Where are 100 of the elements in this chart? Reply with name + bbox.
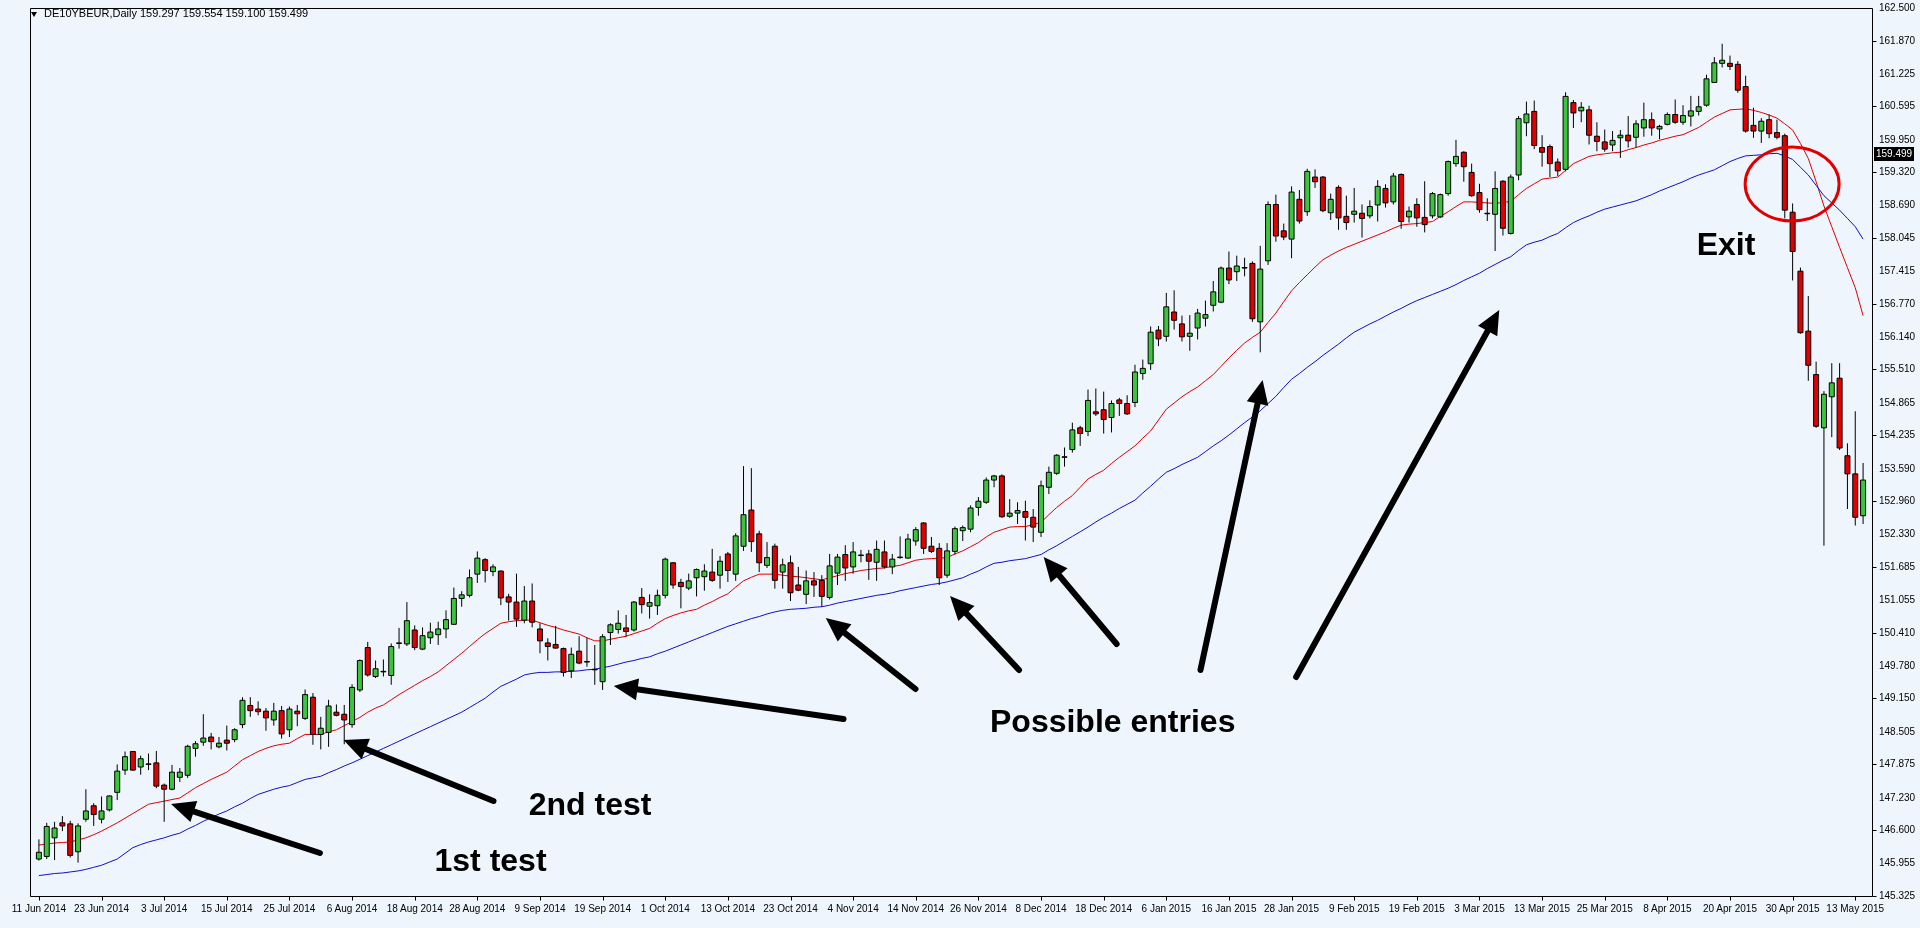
candlestick [302,688,309,721]
y-tick-label: 152.330 [1879,527,1916,539]
candlestick [1539,134,1546,168]
annotation: Possible entries [990,703,1236,739]
y-tick-label: 146.600 [1879,824,1916,836]
candlestick [1726,55,1733,71]
x-tick-label: 19 Sep 2014 [574,903,632,914]
candlestick [576,635,583,665]
x-tick-label: 13 Mar 2015 [1514,903,1571,914]
candlestick [951,526,958,555]
x-tick-label: 13 May 2015 [1826,903,1885,914]
candlestick [1695,95,1702,117]
candlestick [529,582,536,628]
y-tick-label: 151.055 [1879,593,1916,605]
y-tick-label: 154.865 [1879,396,1916,408]
x-tick-label: 16 Jan 2015 [1201,903,1257,914]
candlestick [403,601,410,647]
candlestick [677,578,684,609]
x-tick-label: 9 Feb 2015 [1328,903,1380,914]
y-tick-label: 150.410 [1879,627,1916,639]
candlestick [1593,121,1600,152]
y-tick-label: 159.950 [1879,133,1916,145]
candlestick [1124,394,1131,416]
candlestick [1359,203,1366,239]
x-tick-label: 25 Mar 2015 [1576,903,1634,914]
candlestick [850,541,857,575]
x-tick-label: 20 Apr 2015 [1703,903,1758,914]
y-tick-label: 159.320 [1879,166,1916,178]
x-tick-label: 25 Jul 2014 [263,903,316,914]
candlestick [200,713,207,747]
candlestick [1640,102,1647,138]
candlestick [1633,119,1640,149]
candlestick [1045,466,1052,495]
y-tick-label: 156.770 [1879,298,1916,310]
candlestick [1210,280,1217,312]
x-tick-label: 6 Aug 2014 [326,903,378,914]
annotation: 2nd test [528,786,652,822]
candlestick [482,557,489,583]
candlestick [1766,114,1773,139]
y-tick-label: 145.955 [1879,857,1916,869]
candlestick [1452,139,1459,168]
candlestick [1092,388,1099,417]
x-tick-label: 9 Sep 2014 [514,903,566,914]
candlestick [670,561,677,590]
candlestick [803,570,810,605]
candlestick [1680,104,1687,126]
candlestick [1225,251,1232,285]
y-tick-label: 155.510 [1879,363,1916,375]
candlestick [1546,144,1553,178]
y-tick-label: 154.235 [1879,429,1916,441]
y-tick-label: 145.325 [1879,890,1916,901]
y-tick-label: 153.590 [1879,462,1916,474]
candlestick [1773,119,1780,140]
x-tick-label: 8 Apr 2015 [1643,903,1692,914]
candlestick [1460,150,1467,183]
x-tick-label: 3 Jul 2014 [141,903,188,914]
text: 159.499 [1874,147,1915,161]
y-tick-label: 148.505 [1879,725,1916,737]
candlestick [810,571,817,598]
x-tick-label: 11 Jun 2014 [11,903,67,914]
candlestick [35,838,42,862]
candlestick [1178,315,1185,342]
annotation: Exit [1696,226,1756,262]
candlestick [114,763,121,801]
x-tick-label: 19 Feb 2015 [1388,903,1446,914]
x-tick-label: 28 Aug 2014 [449,903,506,914]
x-tick-label: 3 Mar 2015 [1454,903,1506,914]
candlestick [623,614,630,638]
candlestick [717,555,724,590]
candlestick [764,541,771,569]
candlestick [1719,43,1726,68]
candlestick [1351,187,1358,224]
candlestick [396,627,403,650]
candlestick [122,750,129,776]
y-tick-label: 161.225 [1879,67,1916,79]
candlestick [536,622,543,654]
candlestick [82,788,89,823]
candlestick [490,563,496,577]
candlestick [255,700,262,716]
candlestick [1413,197,1420,228]
x-tick-label: 13 Oct 2014 [700,903,756,914]
x-tick-label: 1 Oct 2014 [640,903,691,914]
y-tick-label: 151.685 [1879,561,1916,573]
x-tick-label: 14 Nov 2014 [887,903,945,914]
y-tick-label: 161.870 [1879,34,1916,46]
y-tick-label: 147.875 [1879,758,1916,770]
candlestick [1687,95,1694,127]
candlestick [1186,314,1193,352]
x-tick-label: 30 Apr 2015 [1765,903,1821,914]
y-tick-label: 149.150 [1879,692,1916,704]
candlestick [857,549,864,563]
candlestick [897,535,904,560]
candlestick [1406,206,1412,224]
annotation: 1st test [434,842,547,878]
candlestick [724,551,731,583]
x-tick-label: 23 Oct 2014 [763,903,819,914]
x-tick-label: 28 Jan 2015 [1264,903,1320,914]
y-tick-label: 158.690 [1879,198,1916,210]
y-tick-label: 160.595 [1879,100,1916,112]
y-tick-label: 147.230 [1879,791,1916,803]
